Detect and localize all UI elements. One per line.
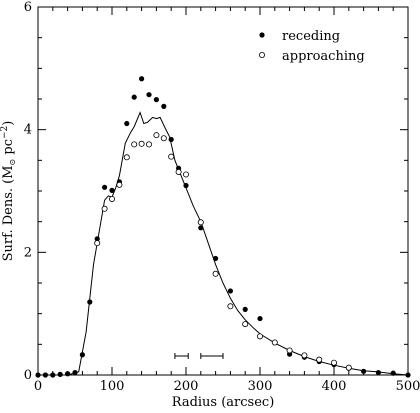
receding-point [361, 368, 367, 374]
receding-point [79, 352, 85, 358]
approaching-point [138, 140, 145, 147]
receding-point [168, 136, 174, 143]
approaching-points [94, 132, 352, 371]
approaching-point [197, 219, 204, 226]
y-tick-label: 2 [24, 245, 32, 260]
receding-point [242, 306, 248, 312]
approaching-point [153, 132, 160, 139]
receding-point [213, 255, 219, 262]
receding-point [50, 372, 56, 378]
x-tick-labels: 0 100 200 300 400 500 [34, 379, 420, 394]
y-axis-title: Surf. Dens. (M⊙ pc−2) [0, 121, 17, 262]
approaching-point [116, 181, 123, 188]
receding-point [94, 236, 100, 242]
receding-point [146, 92, 152, 98]
approaching-point [101, 205, 108, 212]
approaching-point [242, 321, 249, 328]
approaching-point [175, 168, 182, 175]
x-tick-label: 400 [322, 379, 347, 394]
receding-point [390, 370, 396, 376]
legend-approaching-label: approaching [282, 49, 365, 64]
approaching-point [301, 352, 308, 359]
receding-point [257, 315, 263, 322]
receding-points [35, 76, 411, 378]
receding-point [375, 369, 381, 376]
approaching-point [227, 303, 234, 310]
receding-point [35, 372, 41, 378]
y-tick-label: 0 [24, 368, 32, 383]
approaching-point [145, 141, 152, 148]
receding-point [124, 120, 130, 127]
approaching-point [168, 153, 175, 160]
approaching-point [131, 141, 138, 148]
receding-point [109, 187, 115, 193]
receding-point [183, 182, 189, 189]
receding-point [153, 97, 159, 103]
y-tick-label: 6 [24, 0, 32, 15]
x-tick-label: 300 [248, 379, 273, 394]
receding-point [227, 288, 233, 294]
receding-point [198, 225, 204, 231]
x-tick-label: 500 [396, 379, 420, 394]
x-axis-title: Radius (arcsec) [172, 395, 275, 410]
x-tick-label: 100 [100, 379, 125, 394]
legend-approaching-marker [258, 52, 265, 59]
legend: receding approaching [258, 29, 365, 64]
approaching-point [286, 347, 293, 354]
model-curve [38, 111, 409, 376]
approaching-point [160, 135, 167, 142]
x-tick-label: 200 [174, 379, 199, 394]
approaching-point [94, 240, 101, 247]
receding-point [57, 371, 63, 377]
x-tick-label: 0 [34, 379, 42, 394]
receding-point [405, 372, 411, 378]
axis-ticks [37, 6, 409, 376]
approaching-point [212, 270, 219, 277]
approaching-point [182, 171, 189, 178]
y-tick-label: 4 [24, 123, 32, 138]
receding-point [131, 94, 137, 100]
receding-point [139, 76, 145, 82]
model-curve-path [38, 111, 409, 376]
approaching-point [330, 359, 337, 366]
receding-point [72, 369, 78, 376]
receding-point [65, 371, 71, 377]
receding-point [102, 184, 108, 190]
legend-receding-marker [259, 32, 265, 38]
legend-receding-label: receding [282, 29, 340, 44]
receding-point [87, 299, 93, 305]
receding-point [42, 372, 49, 378]
y-tick-labels: 0 2 4 6 [24, 0, 32, 383]
approaching-point [109, 195, 116, 202]
error-bars [174, 352, 224, 359]
approaching-point [345, 364, 352, 371]
approaching-point [256, 333, 263, 340]
approaching-point [316, 356, 323, 363]
approaching-point [123, 154, 130, 161]
approaching-point [271, 339, 278, 346]
receding-point [161, 103, 167, 109]
